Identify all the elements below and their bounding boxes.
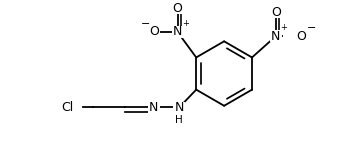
FancyBboxPatch shape [148,102,160,113]
Text: O: O [296,30,306,43]
Text: −: − [141,18,150,29]
Text: N: N [173,25,182,38]
Text: O: O [173,2,183,15]
Text: O: O [149,25,159,38]
Text: O: O [271,6,281,19]
Text: H: H [175,115,183,125]
FancyBboxPatch shape [270,7,282,18]
Text: Cl: Cl [61,101,73,114]
FancyBboxPatch shape [270,30,282,42]
Text: N: N [149,101,159,114]
Text: N: N [271,30,281,43]
FancyBboxPatch shape [172,2,184,14]
FancyBboxPatch shape [172,26,184,38]
FancyBboxPatch shape [148,26,160,38]
Text: −: − [307,23,316,33]
FancyBboxPatch shape [295,30,307,42]
Text: +: + [280,23,287,32]
Text: +: + [182,19,189,28]
FancyBboxPatch shape [173,102,185,113]
Text: N: N [174,101,184,114]
